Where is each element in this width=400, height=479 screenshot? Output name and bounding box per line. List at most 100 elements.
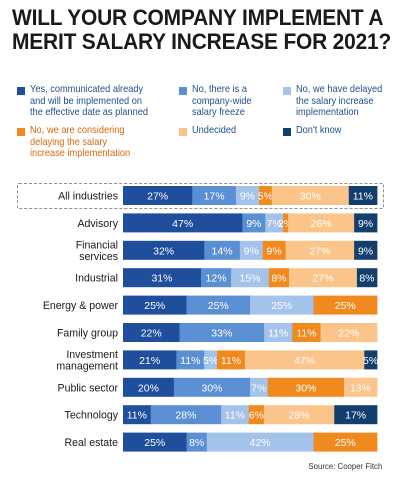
bar-segment-considering: [216, 350, 246, 370]
bar-segment-freeze: [186, 432, 208, 452]
bar-segment-freeze: [179, 323, 265, 342]
data-label: 8%: [189, 437, 204, 449]
legend-label: Undecided: [192, 124, 237, 136]
bar-segment-undecided: [343, 377, 378, 397]
data-label: 22%: [338, 328, 359, 340]
bar-segment-delayed: [250, 295, 314, 315]
data-label: 11%: [353, 191, 373, 203]
chart-title: WILL YOUR COMPANY IMPLEMENT A MERIT SALA…: [12, 5, 392, 54]
bar-segment-considering: [248, 405, 265, 425]
bar-segment-considering: [262, 240, 286, 260]
bar-segment-considering: [258, 186, 273, 205]
data-label: 30%: [300, 191, 321, 203]
bar-segment-dont_know: [356, 268, 378, 288]
bar-segment-yes: [123, 268, 202, 288]
data-label: 11%: [225, 410, 245, 422]
data-label: 8%: [359, 273, 374, 285]
category-label: Energy & power: [43, 300, 118, 312]
bar-segment-considering: [313, 432, 378, 452]
bar-segment-dont_know: [354, 213, 378, 233]
data-label: 7%: [251, 382, 266, 394]
legend-label: No, there is a company-wide salary freeze: [192, 83, 252, 118]
legend-swatch: [283, 87, 291, 95]
legend-label: Yes, communicated already and will be imp…: [30, 83, 148, 118]
data-label: 11%: [221, 355, 241, 367]
data-label: 21%: [139, 355, 160, 367]
bar-segment-dont_know: [354, 240, 378, 260]
bar-segment-yes: [123, 432, 187, 452]
category-label: Financial services: [76, 239, 119, 263]
data-label: 9%: [267, 245, 282, 257]
data-label: 32%: [153, 245, 174, 257]
category-label: Family group: [57, 327, 118, 339]
bar-segment-delayed: [250, 377, 269, 397]
bar-segment-dont_know: [348, 186, 378, 205]
data-label: 11%: [127, 410, 147, 422]
legend-swatch: [283, 128, 291, 136]
bar-segment-undecided: [288, 268, 358, 288]
data-label: 25%: [335, 300, 356, 312]
bar-segment-considering: [268, 268, 290, 288]
bar-segment-freeze: [200, 268, 232, 288]
bar-segment-yes: [123, 323, 180, 342]
data-label: 27%: [312, 273, 333, 285]
bar-segment-delayed: [265, 213, 284, 233]
data-label: 5%: [363, 355, 378, 367]
all-industries-highlight: [17, 183, 384, 209]
legend-swatch: [17, 87, 25, 95]
category-label: Technology: [65, 409, 119, 421]
bar-segment-dont_know: [364, 350, 378, 370]
category-label: Industrial: [75, 272, 118, 284]
bar-segment-freeze: [173, 377, 251, 397]
bar-segment-undecided: [288, 213, 355, 233]
bar-segment-delayed: [235, 186, 260, 205]
bar-segment-freeze: [176, 350, 205, 370]
data-label: 5%: [203, 355, 218, 367]
data-label: 28%: [175, 410, 196, 422]
bar-segment-considering: [267, 377, 345, 397]
legend-swatch: [17, 128, 25, 136]
bar-segment-undecided: [320, 323, 378, 342]
bar-segment-freeze: [242, 213, 266, 233]
legend-item-0: Yes, communicated already and will be imp…: [17, 83, 164, 119]
bar-segment-freeze: [204, 240, 241, 260]
data-label: 15%: [239, 273, 260, 285]
data-label: 7%: [267, 218, 282, 230]
bar-segment-undecided: [271, 186, 350, 205]
data-label: 11%: [296, 328, 316, 340]
data-label: 27%: [147, 191, 168, 203]
data-label: 42%: [250, 437, 271, 449]
category-label: Real estate: [65, 437, 118, 449]
data-label: 13%: [350, 382, 371, 394]
data-label: 22%: [141, 328, 162, 340]
category-label: All industries: [58, 190, 118, 202]
data-label: 26%: [311, 218, 332, 230]
bar-segment-delayed: [239, 240, 264, 260]
legend-label: No, we have delayed the salary increase im…: [296, 83, 383, 118]
chart-title-line2: MERIT SALARY INCREASE FOR 2021?: [12, 29, 392, 54]
data-label: 28%: [289, 410, 310, 422]
bar-segment-delayed: [221, 405, 250, 425]
data-label: 47%: [172, 218, 193, 230]
bar-segment-delayed: [206, 432, 314, 452]
bar-segment-yes: [123, 377, 175, 397]
bar-segment-yes: [123, 295, 187, 315]
source-note: Source: Cooper Fitch: [308, 461, 382, 471]
data-label: 25%: [144, 300, 165, 312]
legend-item-2: No, we have delayed the salary increase im…: [283, 83, 394, 119]
data-label: 30%: [295, 382, 316, 394]
data-label: 25%: [335, 437, 356, 449]
data-label: 33%: [211, 328, 232, 340]
chart-title-line1: WILL YOUR COMPANY IMPLEMENT A: [12, 5, 384, 30]
bar-segment-dont_know: [334, 405, 378, 425]
bar-segment-considering: [313, 295, 378, 315]
bar-segment-yes: [123, 213, 243, 233]
bar-segment-undecided: [244, 350, 365, 370]
bar-segment-undecided: [263, 405, 335, 425]
data-label: 12%: [206, 273, 227, 285]
data-label: 9%: [240, 191, 255, 203]
data-label: 47%: [294, 355, 315, 367]
bar-segment-considering: [292, 323, 321, 342]
data-label: 11%: [180, 355, 200, 367]
bar-segment-undecided: [285, 240, 355, 260]
